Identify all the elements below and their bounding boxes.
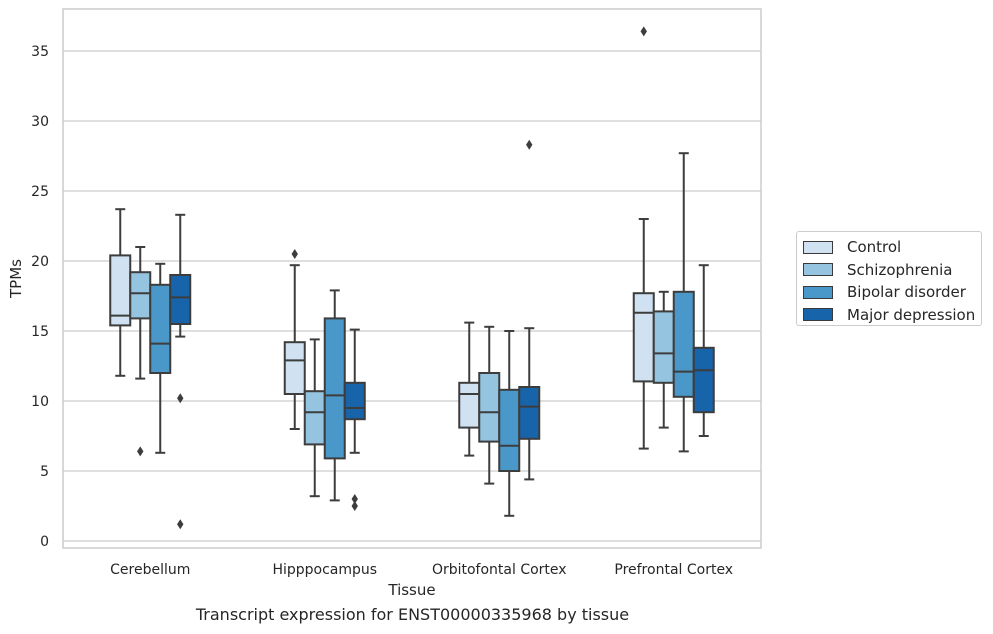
y-tick-label-35: 35 [31, 44, 49, 60]
legend-swatch-major-depression [803, 308, 833, 322]
box-1-0-outlier-0 [291, 249, 298, 259]
box-1-3-iqr [343, 381, 366, 421]
legend-item-major-depression: Major depression [803, 304, 981, 327]
box-0-3-outlier-1 [177, 519, 184, 530]
box-1-3-outlier-0 [351, 494, 358, 504]
box-plot-marks [109, 26, 715, 530]
y-tick-label-0: 0 [40, 534, 49, 550]
box-1-3-outlier-1 [351, 501, 358, 511]
y-tick-labels: 0 5 10 15 20 25 30 35 [31, 44, 49, 550]
box-3-3-iqr [692, 346, 715, 414]
box-3-0-iqr [632, 292, 655, 383]
legend: Control Schizophrenia Bipolar disorder M… [796, 231, 982, 326]
y-tick-label-30: 30 [31, 114, 49, 130]
legend-item-schizophrenia: Schizophrenia [803, 259, 981, 282]
legend-swatch-control [803, 240, 833, 254]
box-0-1-outlier-0 [137, 446, 144, 457]
y-tick-label-5: 5 [40, 464, 49, 480]
box-3-1-iqr [652, 310, 675, 384]
legend-label-bipolar-disorder: Bipolar disorder [847, 283, 966, 302]
x-tick-label-0: Cerebellum [110, 562, 190, 578]
box-2-3-outlier-0 [526, 139, 533, 150]
x-tick-label-2: Orbitofontal Cortex [432, 562, 567, 578]
box-2-3-iqr [518, 386, 541, 440]
box-2-0-iqr [458, 381, 481, 429]
chart-caption: Transcript expression for ENST0000033596… [195, 605, 630, 624]
x-axis-title: Tissue [387, 581, 435, 599]
y-tick-label-20: 20 [31, 254, 49, 270]
box-3-2-iqr [672, 290, 695, 398]
legend-label-schizophrenia: Schizophrenia [847, 260, 953, 279]
legend-swatch-bipolar-disorder [803, 285, 833, 299]
box-3-0-outlier-0 [640, 26, 647, 37]
x-tick-labels: Cerebellum Hipppocampus Orbitofontal Corte… [110, 562, 733, 578]
plot-frame [62, 8, 762, 549]
legend-item-control: Control [803, 236, 981, 259]
legend-label-major-depression: Major depression [847, 305, 976, 324]
y-tick-label-10: 10 [31, 394, 49, 410]
box-1-2-iqr [323, 317, 346, 460]
legend-label-control: Control [847, 238, 902, 257]
box-0-1-iqr [129, 271, 152, 320]
y-tick-label-15: 15 [31, 324, 49, 340]
box-2-1-iqr [478, 372, 501, 443]
y-axis-title: TPMs [7, 259, 25, 299]
box-0-3-outlier-0 [177, 393, 184, 404]
x-tick-label-1: Hipppocampus [272, 562, 377, 578]
y-tick-label-25: 25 [31, 184, 49, 200]
legend-item-bipolar-disorder: Bipolar disorder [803, 281, 981, 304]
box-0-2-iqr [149, 283, 172, 374]
x-tick-label-3: Prefrontal Cortex [614, 562, 733, 578]
box-0-3-iqr [169, 274, 192, 325]
box-1-0-iqr [283, 341, 306, 396]
box-2-2-iqr [498, 388, 521, 472]
legend-swatch-schizophrenia [803, 263, 833, 277]
box-1-1-iqr [303, 390, 326, 446]
